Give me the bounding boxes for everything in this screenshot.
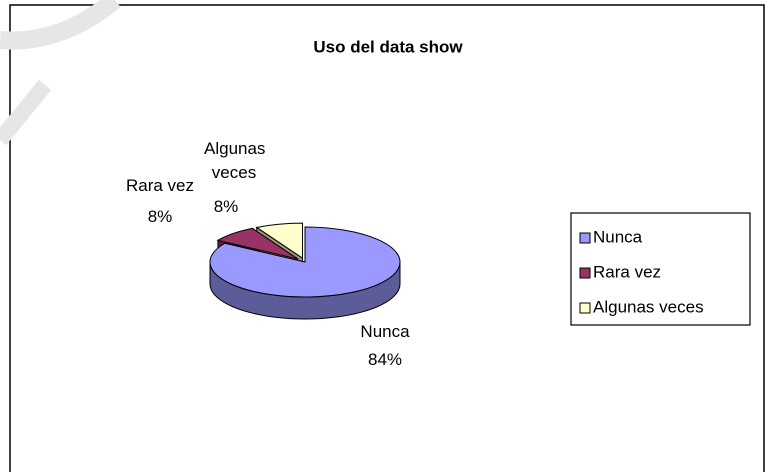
data-label-value: 8%: [213, 197, 239, 216]
data-label-value: 84%: [367, 350, 403, 369]
pie-slice: [216, 227, 299, 260]
legend-label: Rara vez: [593, 262, 661, 281]
pie-slice: [209, 226, 401, 298]
data-label-category: Nunca: [360, 322, 410, 341]
pie-slice: [255, 222, 304, 260]
legend-box: [570, 212, 751, 326]
legend-label: Algunas veces: [593, 297, 704, 316]
legend-swatch: [579, 232, 591, 244]
decoration: [0, 0, 121, 50]
chart-title: Uso del data show: [313, 37, 463, 56]
data-label-category: Rara vez: [125, 176, 195, 195]
data-label-category: Algunas veces: [204, 139, 266, 182]
legend-label: Nunca: [593, 227, 643, 246]
data-label-value: 8%: [147, 207, 173, 226]
legend-swatch: [579, 302, 591, 314]
legend-swatch: [579, 267, 591, 279]
decoration: [0, 79, 52, 146]
